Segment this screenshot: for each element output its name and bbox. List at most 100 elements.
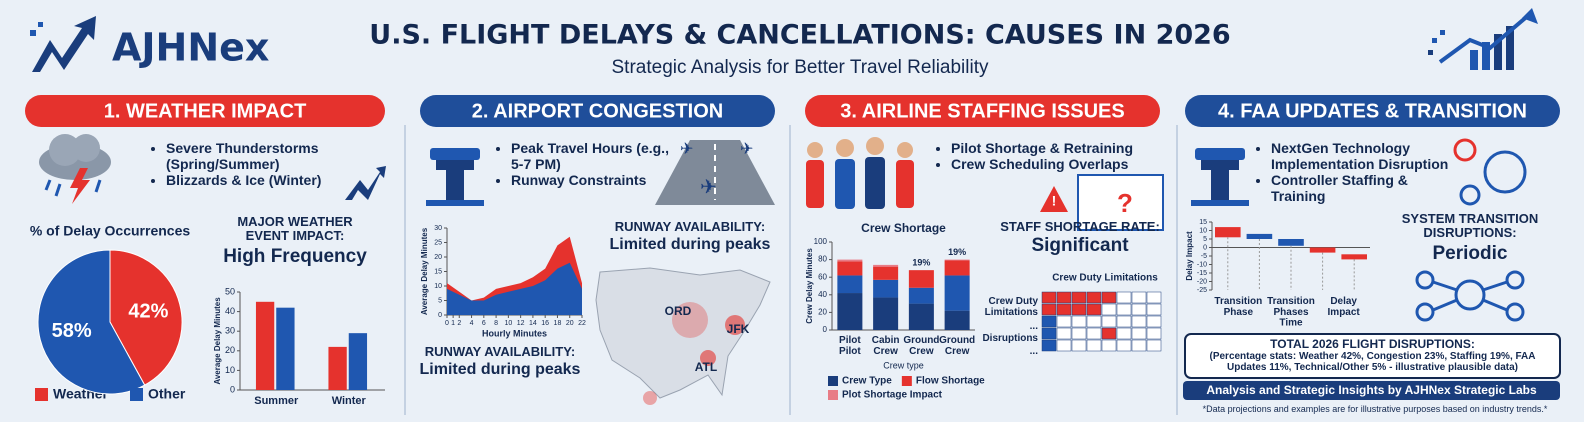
y-tick-label: 80 xyxy=(818,255,827,264)
grid-cell xyxy=(1131,339,1147,352)
grid-cell xyxy=(1041,315,1057,328)
callout-value: Limited during peaks xyxy=(419,361,581,378)
grid-cell xyxy=(1041,327,1057,340)
grid-cell xyxy=(1041,339,1057,352)
grid-cell xyxy=(1056,327,1072,340)
panel-title: 3. AIRLINE STAFFING ISSUES xyxy=(840,100,1124,122)
grid-cell xyxy=(1056,303,1072,316)
y-tick-label: 30 xyxy=(434,225,442,232)
grid-cell xyxy=(1116,327,1132,340)
summary-box xyxy=(1184,333,1561,379)
bar-segment xyxy=(873,266,899,280)
grid-cell xyxy=(1131,291,1147,304)
grid-cell xyxy=(1101,339,1117,352)
grid-row-label: ... xyxy=(1029,321,1038,332)
y-tick-label: 20 xyxy=(225,345,235,355)
y-axis-label: Crew Delay Minutes xyxy=(805,248,814,324)
x-tick-label: Delay Impact xyxy=(1327,296,1360,318)
panel-header xyxy=(420,95,775,127)
y-tick-label: 10 xyxy=(434,283,442,290)
x-tick-label: 20 xyxy=(566,320,574,327)
grid-cell xyxy=(1056,315,1072,328)
grid-cell xyxy=(1146,327,1162,340)
pie-slice xyxy=(109,249,183,386)
y-axis-label: Average Delay Minutes xyxy=(213,297,222,385)
grid-cell xyxy=(1101,303,1117,316)
panel-title: 4. FAA UPDATES & TRANSITION xyxy=(1218,100,1527,122)
bar-segment xyxy=(873,279,899,298)
summary-text: (Percentage stats: Weather 42%, Congesti… xyxy=(1209,351,1536,373)
x-tick-label: 12 xyxy=(517,320,525,327)
grid-cell xyxy=(1086,339,1102,352)
y-tick-label: 30 xyxy=(225,326,235,336)
legend-swatch xyxy=(35,388,48,401)
y-tick-label: -10 xyxy=(1197,261,1207,268)
y-axis-label: Delay Impact xyxy=(1185,231,1194,281)
y-tick-label: -15 xyxy=(1197,270,1207,277)
bullet-list: Peak Travel Hours (e.g., 5-7 PM)Runway C… xyxy=(495,140,676,188)
bar-segment xyxy=(944,275,970,311)
grid-cell xyxy=(1146,303,1162,316)
y-tick-label: 0 xyxy=(1203,244,1207,251)
y-tick-label: 0 xyxy=(438,312,442,319)
grid-title: Crew Duty Limitations xyxy=(1052,273,1158,284)
bar-segment xyxy=(908,270,934,288)
svg-text:✈: ✈ xyxy=(700,176,717,198)
y-tick-label: 50 xyxy=(225,286,235,296)
pie-slice xyxy=(37,249,146,395)
x-tick-label: 1 xyxy=(451,320,455,327)
callout-label: RUNWAY AVAILABILITY: xyxy=(424,344,576,359)
svg-text:?: ? xyxy=(1117,188,1133,218)
legend-label: Other xyxy=(148,386,186,402)
summary-title: TOTAL 2026 FLIGHT DISRUPTIONS: xyxy=(1270,337,1475,351)
grid-cell xyxy=(1041,291,1057,304)
footer-bar xyxy=(1183,381,1560,400)
waterfall-bar xyxy=(1246,233,1273,239)
legend-swatch xyxy=(901,376,912,386)
panel-header xyxy=(25,95,385,127)
bullet: Crew Scheduling Overlaps xyxy=(951,156,1151,172)
waterfall-bar xyxy=(1309,247,1336,253)
panel-header xyxy=(805,95,1160,127)
y-tick-label: 100 xyxy=(814,237,828,246)
bar-segment xyxy=(873,297,899,330)
y-tick-label: 20 xyxy=(434,254,442,261)
grid-cell xyxy=(1086,303,1102,316)
runway-icon: ✈ ✈ ✈ xyxy=(655,140,775,205)
grid-cell xyxy=(1116,291,1132,304)
area xyxy=(447,262,582,315)
svg-text:✈: ✈ xyxy=(740,141,753,158)
x-tick-label: Ground Crew xyxy=(939,335,976,357)
y-tick-label: 15 xyxy=(1199,219,1207,226)
bullet: Blizzards & Ice (Winter) xyxy=(166,172,396,188)
grid-cell xyxy=(1131,303,1147,316)
x-tick-label: 6 xyxy=(482,320,486,327)
callout-value: Limited during peaks xyxy=(609,236,771,253)
bullet: Pilot Shortage & Retraining xyxy=(951,140,1151,156)
legend-swatch xyxy=(130,388,143,401)
crew-icon: ! ? xyxy=(806,137,1164,231)
callout-value: Significant xyxy=(1031,235,1129,256)
growth-icon xyxy=(1428,8,1538,70)
x-axis-label: Hourly Minutes xyxy=(482,328,547,338)
grid-cell xyxy=(1071,291,1087,304)
y-tick-label: 10 xyxy=(225,365,235,375)
y-tick-label: 40 xyxy=(818,290,827,299)
network-icon xyxy=(1415,138,1527,322)
bullet: NextGen Technology Implementation Disrup… xyxy=(1271,140,1461,172)
bar-segment xyxy=(837,259,863,262)
x-tick-label: 4 xyxy=(470,320,474,327)
legend-swatch xyxy=(828,376,838,386)
grid-cell xyxy=(1146,339,1162,352)
callout-value: High Frequency xyxy=(223,246,367,267)
title: U.S. FLIGHT DELAYS & CANCELLATIONS: CAUS… xyxy=(369,20,1230,51)
grid-cell xyxy=(1086,315,1102,328)
x-tick-label: 16 xyxy=(541,320,549,327)
map-label: ATL xyxy=(695,360,717,374)
grid-cell xyxy=(1041,303,1057,316)
x-tick-label: Ground Crew xyxy=(903,335,940,357)
grid-cell xyxy=(1086,327,1102,340)
bullet-list: Severe Thunderstorms (Spring/Summer)Bliz… xyxy=(150,140,396,188)
x-tick-label: Transition Phase xyxy=(1214,296,1263,318)
waterfall-bar xyxy=(1278,239,1304,246)
